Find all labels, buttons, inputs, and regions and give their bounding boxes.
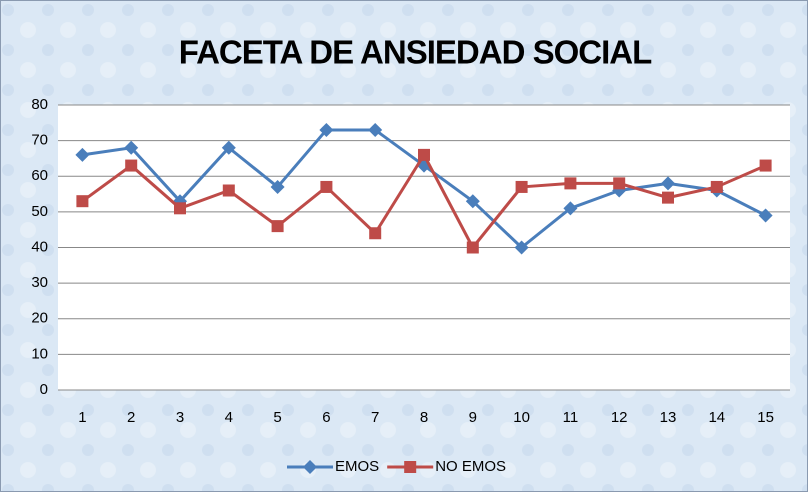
point	[368, 122, 383, 137]
x-tick-label: 4	[225, 409, 233, 426]
y-tick-label: 50	[31, 203, 48, 220]
point	[369, 227, 382, 240]
y-tick-label: 80	[31, 96, 48, 113]
point	[564, 177, 577, 190]
x-tick-label: 6	[322, 409, 330, 426]
legend-label: EMOS	[335, 458, 379, 475]
legend-marker	[303, 460, 317, 474]
point	[613, 177, 626, 190]
point	[661, 176, 675, 191]
y-tick-label: 40	[31, 238, 48, 255]
point	[76, 195, 89, 208]
x-tick-label: 7	[371, 409, 379, 426]
point	[466, 241, 479, 254]
point	[319, 122, 334, 137]
x-tick-label: 5	[273, 409, 281, 426]
y-tick-label: 20	[31, 310, 48, 327]
y-tick-label: 10	[31, 345, 48, 362]
y-tick-label: 30	[31, 274, 48, 291]
point	[662, 191, 674, 204]
point	[759, 159, 772, 172]
point	[270, 179, 285, 194]
point	[222, 184, 235, 197]
x-tick-label: 14	[708, 409, 725, 426]
point	[514, 240, 529, 255]
legend-label: NO EMOS	[435, 458, 506, 475]
y-tick-label: 70	[31, 132, 48, 149]
point	[465, 194, 480, 209]
legend-marker	[404, 461, 417, 473]
point	[221, 140, 236, 155]
point	[124, 140, 139, 155]
point	[125, 159, 138, 172]
x-tick-label: 11	[563, 409, 579, 426]
point	[418, 148, 430, 161]
x-tick-label: 13	[660, 409, 677, 426]
point	[271, 220, 284, 233]
point	[515, 180, 528, 193]
x-tick-label: 10	[513, 409, 530, 426]
point	[320, 180, 333, 193]
x-tick-label: 1	[78, 409, 86, 426]
x-tick-label: 2	[127, 409, 135, 426]
x-tick-label: 15	[757, 409, 774, 426]
point	[710, 180, 723, 193]
y-tick-label: 60	[31, 167, 48, 184]
y-tick-label: 0	[40, 381, 48, 398]
point	[758, 208, 773, 223]
point	[174, 202, 186, 215]
point	[75, 147, 90, 162]
x-tick-label: 12	[611, 409, 628, 426]
x-tick-label: 8	[420, 409, 428, 426]
point	[563, 201, 578, 216]
x-tick-label: 3	[176, 409, 184, 426]
x-tick-label: 9	[469, 409, 477, 426]
chart-title: FACETA DE ANSIEDAD SOCIAL	[179, 34, 652, 71]
